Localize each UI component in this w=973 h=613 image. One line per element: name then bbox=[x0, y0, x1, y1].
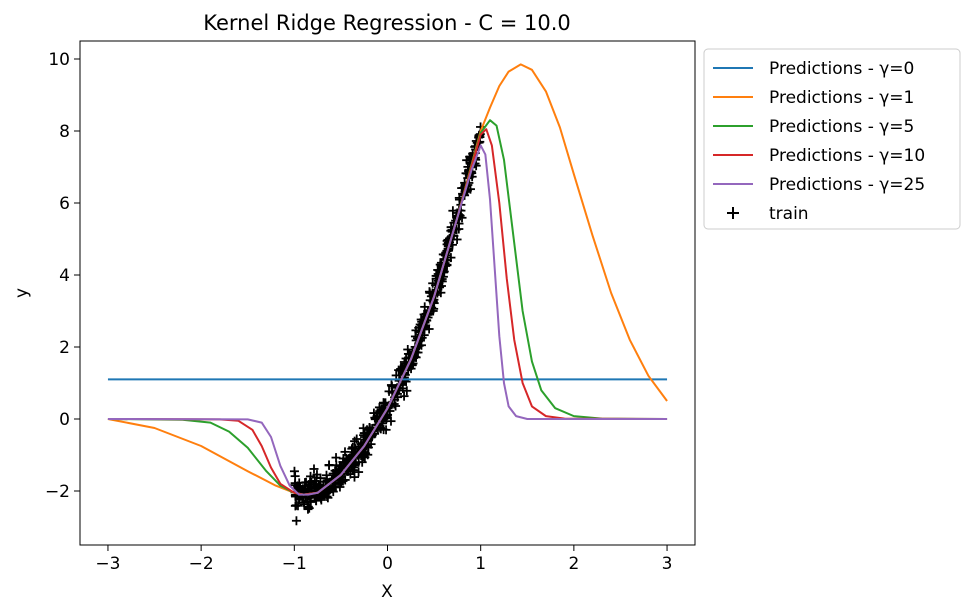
legend-item: Predictions - γ=25 bbox=[713, 175, 925, 195]
legend-label: Predictions - γ=1 bbox=[769, 88, 914, 108]
y-tick-label: −2 bbox=[45, 482, 70, 502]
train-point bbox=[289, 466, 299, 476]
train-point bbox=[291, 516, 301, 526]
train-point bbox=[356, 451, 366, 461]
train-point bbox=[354, 467, 364, 477]
legend: Predictions - γ=0 Predictions - γ=1 Predic… bbox=[703, 48, 961, 230]
x-tick-label: −2 bbox=[189, 554, 214, 574]
legend-item: train bbox=[727, 204, 809, 224]
train-point bbox=[320, 487, 330, 497]
train-point bbox=[411, 352, 421, 362]
train-point bbox=[370, 413, 380, 423]
legend-item: Predictions - γ=10 bbox=[713, 146, 925, 166]
train-point bbox=[452, 234, 462, 244]
legend-label: Predictions - γ=0 bbox=[769, 59, 914, 79]
train-point bbox=[304, 503, 314, 513]
train-point bbox=[389, 399, 399, 409]
legend-label: train bbox=[769, 204, 809, 224]
train-point bbox=[347, 444, 357, 454]
x-tick-label: −3 bbox=[95, 554, 120, 574]
train-point bbox=[303, 480, 313, 490]
x-tick-label: 3 bbox=[662, 554, 673, 574]
train-point bbox=[309, 464, 319, 474]
x-tick-label: 0 bbox=[382, 554, 393, 574]
train-point bbox=[316, 491, 326, 501]
train-point bbox=[381, 425, 391, 435]
plot-frame bbox=[79, 40, 696, 546]
y-tick-label: 8 bbox=[59, 122, 70, 142]
series-layer bbox=[107, 63, 668, 496]
legend-item: Predictions - γ=5 bbox=[713, 117, 914, 137]
train-point bbox=[381, 413, 391, 423]
x-axis: −3 −2 −1 0 1 2 3 bbox=[95, 545, 672, 574]
train-point bbox=[293, 501, 303, 511]
legend-item: Predictions - γ=1 bbox=[713, 88, 914, 108]
legend-item: Predictions - γ=0 bbox=[713, 59, 914, 79]
x-tick-label: 2 bbox=[568, 554, 579, 574]
train-point bbox=[335, 461, 345, 471]
train-point bbox=[303, 504, 313, 514]
train-point bbox=[337, 475, 347, 485]
train-point bbox=[386, 416, 396, 426]
legend-label: Predictions - γ=10 bbox=[769, 146, 925, 166]
train-point bbox=[357, 457, 367, 467]
chart-title: Kernel Ridge Regression - C = 10.0 bbox=[203, 11, 571, 35]
series-line-2 bbox=[107, 119, 668, 496]
y-tick-label: 10 bbox=[48, 50, 70, 70]
series-line-3 bbox=[107, 128, 668, 496]
train-point bbox=[403, 344, 413, 354]
train-point bbox=[424, 324, 434, 334]
train-point bbox=[321, 470, 331, 480]
train-point bbox=[396, 366, 406, 376]
y-axis-label: y bbox=[12, 288, 32, 298]
train-point bbox=[352, 434, 362, 444]
train-point bbox=[358, 423, 368, 433]
x-tick-label: 1 bbox=[475, 554, 486, 574]
legend-label: Predictions - γ=5 bbox=[769, 117, 914, 137]
y-tick-label: 2 bbox=[59, 338, 70, 358]
y-tick-label: 0 bbox=[59, 410, 70, 430]
scatter-layer bbox=[289, 122, 486, 526]
train-point bbox=[465, 184, 475, 194]
train-point bbox=[324, 460, 334, 470]
train-point bbox=[399, 391, 409, 401]
train-point bbox=[349, 472, 359, 482]
legend-box bbox=[703, 48, 961, 230]
train-point bbox=[294, 478, 304, 488]
legend-label: Predictions - γ=25 bbox=[769, 175, 925, 195]
train-point bbox=[340, 447, 350, 457]
train-point bbox=[401, 353, 411, 363]
y-tick-label: 6 bbox=[59, 194, 70, 214]
train-point bbox=[331, 482, 341, 492]
train-point bbox=[331, 453, 341, 463]
plot-area bbox=[79, 40, 696, 546]
train-point bbox=[306, 471, 316, 481]
train-point bbox=[398, 383, 408, 393]
train-point bbox=[375, 423, 385, 433]
train-point bbox=[420, 302, 430, 312]
series-line-4 bbox=[107, 144, 668, 496]
train-point bbox=[424, 287, 434, 297]
train-point bbox=[380, 398, 390, 408]
train-point bbox=[315, 473, 325, 483]
y-tick-label: 4 bbox=[59, 266, 70, 286]
y-axis: −2 0 2 4 6 8 10 bbox=[45, 50, 80, 502]
x-axis-label: X bbox=[381, 582, 393, 602]
x-tick-label: −1 bbox=[282, 554, 307, 574]
train-point bbox=[310, 476, 320, 486]
